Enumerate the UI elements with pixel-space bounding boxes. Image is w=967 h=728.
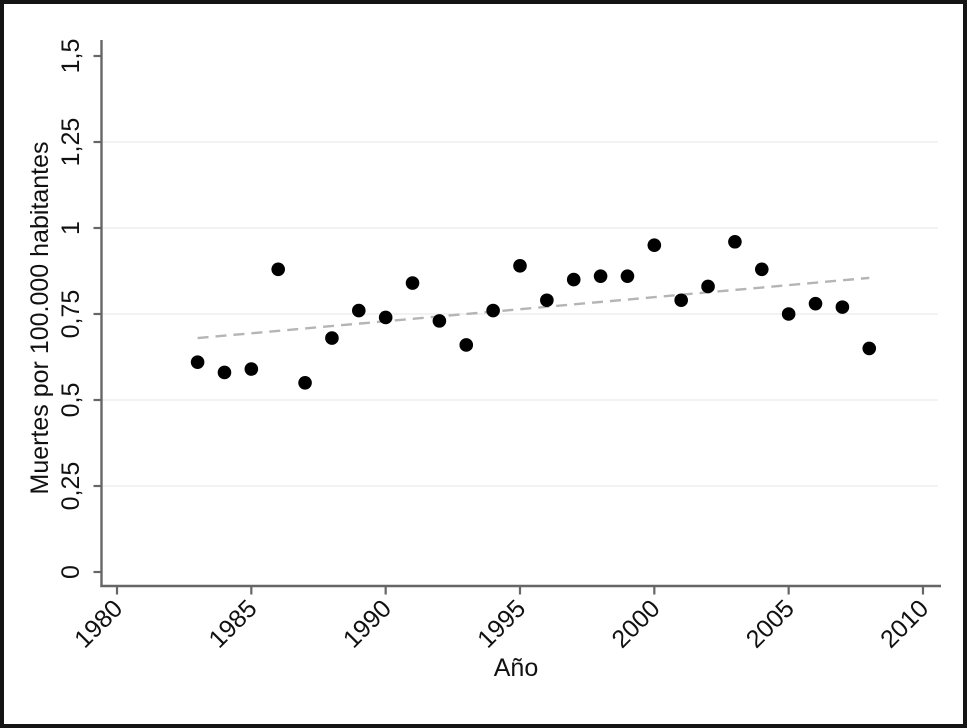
data-point <box>674 293 688 308</box>
data-point <box>432 314 447 328</box>
trend-layer <box>197 276 870 340</box>
data-point <box>862 341 877 356</box>
x-tick-label: 1990 <box>338 594 397 653</box>
data-point <box>351 303 366 318</box>
x-tick-label: 1980 <box>69 594 128 653</box>
data-point <box>781 307 796 321</box>
data-point <box>808 296 823 311</box>
data-point <box>835 300 850 314</box>
data-point <box>728 234 742 249</box>
x-tick-label: 1985 <box>203 594 262 653</box>
data-point <box>566 272 581 287</box>
data-points <box>190 234 877 390</box>
x-tick-label: 2000 <box>606 594 665 653</box>
data-point <box>298 376 312 390</box>
data-point <box>325 331 339 345</box>
y-tick-label: 1,5 <box>57 39 85 74</box>
gridlines <box>101 141 938 487</box>
x-tick-label: 2010 <box>875 594 934 653</box>
y-axis-ticks: 0 0,25 0,5 0,75 1 1,25 1,5 <box>57 39 102 579</box>
data-point <box>190 355 205 369</box>
data-point <box>513 259 527 273</box>
x-axis-title: Año <box>494 654 538 682</box>
y-tick-label: 0,75 <box>57 290 85 339</box>
y-tick-label: 0,25 <box>57 462 85 511</box>
y-axis-title: Muertes por 100.000 habitantes <box>26 141 54 494</box>
data-point <box>378 310 393 325</box>
x-tick-label: 2005 <box>741 594 800 653</box>
x-axis-ticks: 1980 1985 1990 1995 2000 2005 2010 <box>69 586 934 654</box>
x-tick-label: 1995 <box>472 594 531 653</box>
data-point <box>593 269 608 283</box>
data-point <box>486 303 500 318</box>
y-tick-label: 0 <box>57 565 85 579</box>
y-tick-label: 0,5 <box>57 383 85 418</box>
data-point <box>701 279 715 294</box>
data-point <box>271 262 285 277</box>
trend-line <box>197 276 870 340</box>
y-tick-label: 1 <box>57 221 85 235</box>
data-point <box>459 338 474 352</box>
data-point <box>754 262 769 277</box>
data-point <box>244 362 259 376</box>
data-point <box>540 293 554 308</box>
data-point <box>620 269 635 283</box>
y-tick-label: 1,25 <box>57 118 85 167</box>
data-point <box>647 238 662 252</box>
data-point <box>405 276 420 290</box>
data-point <box>217 365 232 380</box>
